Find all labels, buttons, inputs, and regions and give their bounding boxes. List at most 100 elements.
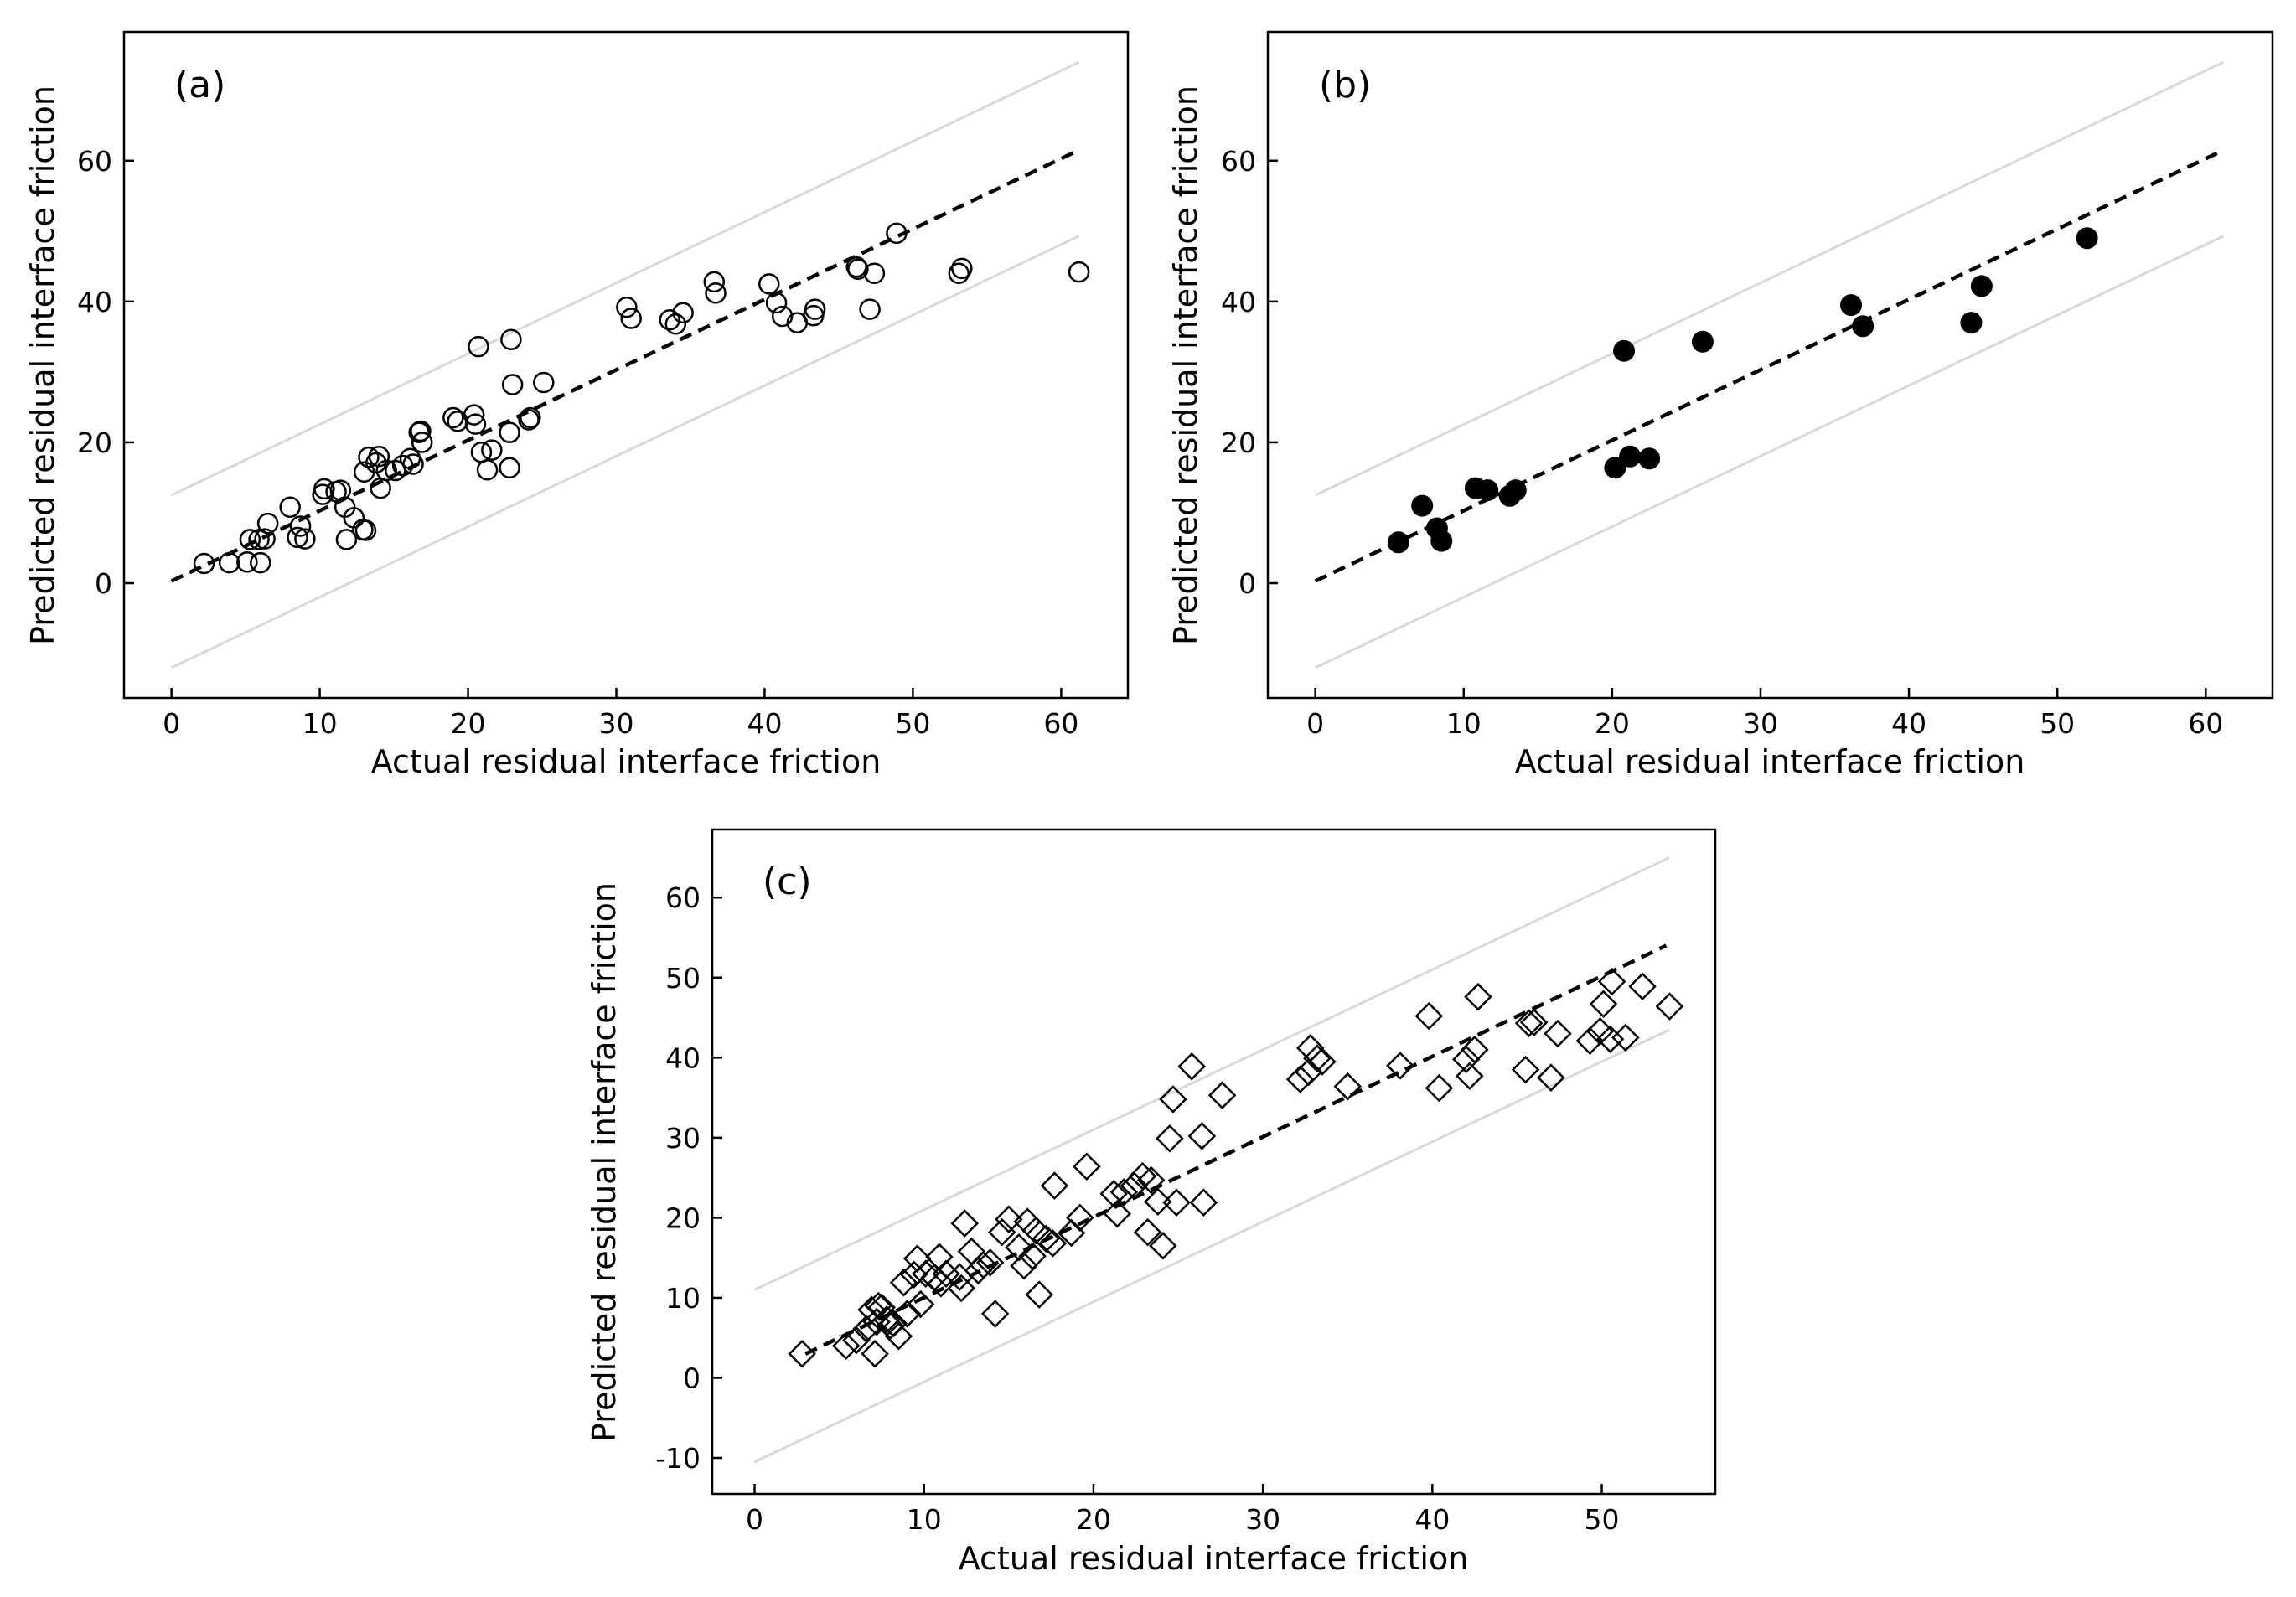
data-points-a bbox=[193, 222, 1090, 575]
tolerance-band-upper bbox=[170, 60, 1080, 497]
data-point bbox=[1595, 1025, 1625, 1054]
data-point bbox=[867, 1293, 896, 1322]
data-point bbox=[1414, 1001, 1444, 1031]
data-point bbox=[995, 1205, 1023, 1234]
data-point bbox=[375, 459, 397, 482]
x-axis-label-b: Actual residual interface friction bbox=[1515, 743, 2025, 780]
y-tick-label: 30 bbox=[665, 1122, 701, 1155]
data-point bbox=[1005, 1233, 1033, 1262]
data-point bbox=[391, 454, 414, 477]
y-tick-label: 0 bbox=[95, 567, 112, 600]
data-point bbox=[1619, 445, 1642, 468]
panel-label-b: (b) bbox=[1319, 64, 1371, 106]
fit-line bbox=[804, 943, 1668, 1356]
data-point bbox=[1207, 1081, 1237, 1109]
data-point bbox=[889, 1269, 918, 1297]
x-tick-label: 40 bbox=[1414, 1503, 1450, 1536]
y-tick-label: 20 bbox=[1221, 426, 1256, 459]
data-point bbox=[520, 406, 541, 429]
data-point bbox=[899, 1260, 928, 1289]
data-point bbox=[1628, 972, 1657, 1001]
data-point bbox=[1476, 479, 1499, 502]
y-tick-label: 40 bbox=[1221, 286, 1256, 318]
x-ticks-c: 0 10 20 30 40 50 bbox=[746, 1484, 1620, 1536]
tolerance-band-upper bbox=[753, 856, 1671, 1291]
data-point bbox=[703, 271, 726, 293]
x-tick-label: 60 bbox=[2188, 707, 2223, 740]
x-tick-label: 10 bbox=[303, 707, 338, 740]
data-point bbox=[906, 1289, 935, 1319]
y-tick-label: 50 bbox=[665, 962, 701, 995]
data-point bbox=[987, 1217, 1016, 1247]
data-point bbox=[518, 409, 540, 431]
data-point bbox=[287, 526, 308, 549]
data-point bbox=[859, 298, 881, 320]
data-point bbox=[1452, 1045, 1481, 1073]
data-point bbox=[864, 1291, 892, 1320]
data-point bbox=[1456, 1062, 1484, 1091]
y-tick-label: 10 bbox=[665, 1282, 701, 1315]
data-point bbox=[616, 296, 638, 318]
fit-line bbox=[1314, 148, 2225, 583]
data-point bbox=[948, 262, 970, 285]
y-tick-label: 20 bbox=[665, 1202, 701, 1234]
data-point bbox=[329, 479, 352, 501]
y-ticks-b: 0 20 40 60 bbox=[1221, 145, 1278, 600]
data-point bbox=[659, 308, 680, 331]
x-tick-label: 30 bbox=[1245, 1503, 1280, 1536]
y-tick-label: 0 bbox=[1238, 567, 1256, 600]
data-point bbox=[239, 529, 261, 550]
x-tick-label: 0 bbox=[746, 1503, 763, 1536]
x-axis-label-c: Actual residual interface friction bbox=[959, 1540, 1469, 1577]
data-point bbox=[1032, 1224, 1061, 1253]
data-point bbox=[1514, 1009, 1544, 1037]
data-point bbox=[1655, 992, 1684, 1021]
y-tick-label: -10 bbox=[655, 1442, 701, 1475]
data-point bbox=[950, 1209, 980, 1238]
x-ticks-b: 0 10 20 30 40 50 60 bbox=[1306, 688, 2223, 740]
tolerance-band-lower bbox=[170, 235, 1080, 669]
data-point bbox=[1597, 967, 1626, 996]
data-point bbox=[279, 496, 301, 519]
data-point bbox=[1120, 1171, 1149, 1200]
data-point bbox=[294, 528, 316, 550]
data-point bbox=[1018, 1242, 1047, 1271]
data-point bbox=[1638, 447, 1661, 470]
data-point bbox=[408, 421, 430, 443]
data-point bbox=[1970, 275, 1993, 297]
x-tick-label: 50 bbox=[895, 707, 930, 740]
chart-panel-a: 0 10 20 30 40 50 60 0 20 40 60 (a) Actual residua… bbox=[24, 30, 1130, 780]
data-point bbox=[852, 1315, 881, 1343]
data-point bbox=[481, 439, 503, 461]
data-point bbox=[884, 1322, 913, 1351]
data-point bbox=[1159, 1085, 1187, 1114]
x-tick-label: 50 bbox=[1585, 1503, 1620, 1536]
y-axis-label-a: Predicted residual interface friction bbox=[24, 85, 61, 645]
data-point bbox=[861, 1340, 889, 1368]
data-point bbox=[1038, 1229, 1068, 1258]
data-point bbox=[1575, 1026, 1605, 1055]
data-point bbox=[1604, 457, 1626, 479]
x-tick-label: 40 bbox=[747, 707, 782, 740]
data-point bbox=[1411, 494, 1434, 517]
data-point bbox=[410, 420, 432, 442]
data-point bbox=[499, 421, 520, 443]
data-point bbox=[335, 529, 358, 550]
data-point bbox=[442, 406, 464, 429]
x-tick-label: 30 bbox=[1743, 707, 1778, 740]
data-point bbox=[975, 1248, 1005, 1277]
data-point bbox=[980, 1300, 1010, 1328]
tolerance-band-lower bbox=[1315, 235, 2225, 669]
plot-frame-c bbox=[711, 828, 1717, 1496]
data-point bbox=[1187, 1122, 1217, 1150]
y-tick-label: 40 bbox=[665, 1041, 701, 1074]
data-point bbox=[1073, 1152, 1101, 1181]
y-axis-label-b: Predicted residual interface friction bbox=[1167, 85, 1204, 645]
data-point bbox=[804, 298, 826, 320]
y-tick-label: 20 bbox=[77, 426, 112, 459]
data-point bbox=[463, 404, 485, 426]
chart-panel-b: 0 10 20 30 40 50 60 0 20 40 60 (b) Actual residua… bbox=[1167, 30, 2274, 780]
data-point bbox=[313, 478, 335, 500]
x-tick-label: 20 bbox=[451, 707, 486, 740]
data-point bbox=[1133, 1217, 1162, 1247]
